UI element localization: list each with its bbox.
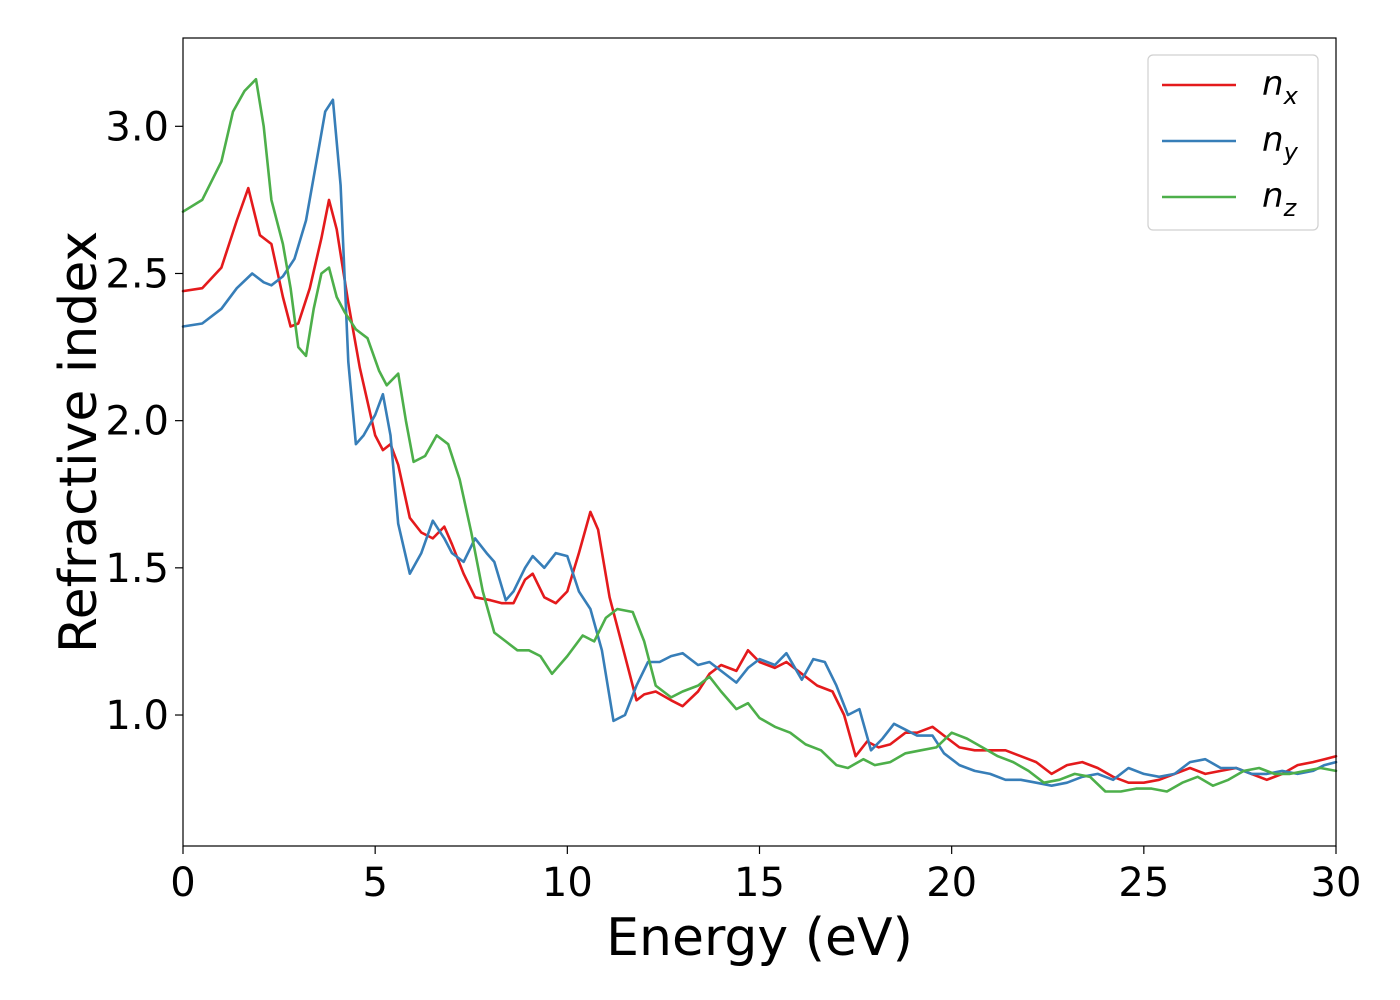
x-tick-label: 0 [170, 860, 195, 906]
x-tick-label: 30 [1311, 860, 1362, 906]
series-line-nz [181, 77, 1338, 793]
x-tick-label: 10 [542, 860, 593, 906]
series-line-nx [181, 186, 1338, 784]
legend: nx ny nz [1147, 54, 1319, 231]
y-tick-label: 1.5 [105, 546, 169, 592]
legend-box [1147, 54, 1319, 231]
series-layer [181, 77, 1338, 793]
x-tick-label: 5 [362, 860, 387, 906]
x-tick-label: 15 [734, 860, 785, 906]
legend-label-nz: nz [1262, 176, 1298, 222]
x-axis: 0 5 10 15 20 25 30 [170, 846, 1361, 906]
y-tick-label: 1.0 [105, 693, 169, 739]
legend-label-ny: ny [1262, 120, 1299, 166]
x-tick-label: 25 [1118, 860, 1169, 906]
x-tick-label: 20 [926, 860, 977, 906]
legend-label-nx: nx [1262, 64, 1299, 110]
y-tick-label: 2.0 [105, 399, 169, 445]
y-tick-label: 3.0 [105, 104, 169, 150]
series-line-ny [181, 98, 1338, 787]
y-axis-title: Refractive index [49, 231, 109, 653]
x-axis-title: Energy (eV) [606, 908, 913, 968]
y-tick-label: 2.5 [105, 251, 169, 297]
y-axis: 1.0 1.5 2.0 2.5 3.0 [105, 104, 183, 739]
